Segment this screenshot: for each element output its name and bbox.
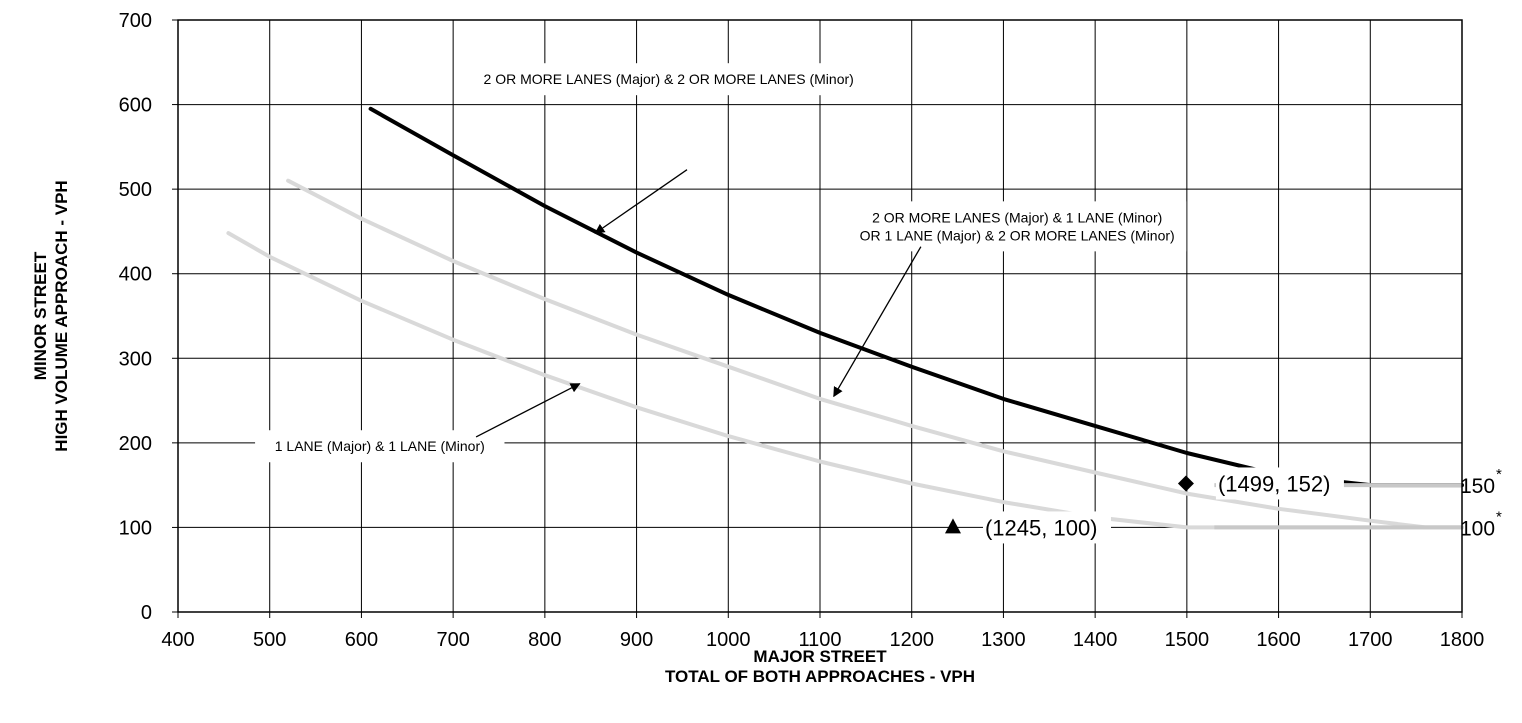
data-point-triangle: [944, 518, 961, 534]
x-tick-label: 1800: [1440, 629, 1485, 651]
y-tick-label: 0: [141, 602, 152, 624]
data-point-label: (1245, 100): [985, 515, 1098, 540]
tick-group: 400 500 600 700 800 900 1000 1100 1200 1300 1400 15…: [119, 10, 1485, 651]
x-tick-label: 400: [161, 629, 194, 651]
annotation-text: 1 LANE (Major) & 1 LANE (Minor): [275, 438, 485, 454]
data-point-label: (1499, 152): [1218, 471, 1331, 496]
threshold-label: 100: [1460, 517, 1495, 540]
x-tick-label: 1100: [798, 629, 841, 651]
y-axis-title-line-2: HIGH VOLUME APPROACH - VPH: [52, 180, 71, 451]
annotation-arrow: [475, 383, 581, 438]
annotation-text: 2 OR MORE LANES (Major) & 2 OR MORE LANE…: [484, 71, 854, 87]
threshold-asterisk: *: [1496, 508, 1502, 525]
threshold-label: 150: [1460, 475, 1495, 498]
data-point-label-box: [1215, 467, 1344, 500]
x-tick-label: 700: [436, 629, 469, 651]
y-tick-label: 600: [119, 95, 152, 117]
x-tick-label: 600: [345, 629, 378, 651]
x-tick-label: 800: [528, 629, 561, 651]
x-tick-label: 1600: [1256, 629, 1301, 651]
annotation-text: OR 1 LANE (Major) & 2 OR MORE LANES (Min…: [860, 227, 1175, 243]
annotation-group: 2 OR MORE LANES (Major) & 2 OR MORE LANE…: [255, 63, 1187, 463]
x-axis-title-line-2: TOTAL OF BOTH APPROACHES - VPH: [665, 667, 975, 686]
x-axis-title-line-1: MAJOR STREET: [753, 647, 887, 666]
x-tick-label: 1400: [1073, 629, 1118, 651]
x-tick-label: 1700: [1348, 629, 1393, 651]
annotation-arrow: [594, 169, 688, 234]
y-tick-label: 400: [119, 264, 152, 286]
data-point-label-box: [982, 511, 1111, 544]
x-tick-label: 1300: [981, 629, 1026, 651]
x-tick-label: 500: [253, 629, 286, 651]
x-tick-label: 1500: [1165, 629, 1210, 651]
grid: [178, 20, 1462, 612]
annotation-box: [848, 201, 1187, 252]
y-tick-label: 700: [119, 10, 152, 32]
y-tick-label: 200: [119, 433, 152, 455]
y-tick-label: 300: [119, 348, 152, 370]
x-tick-label: 1200: [889, 629, 934, 651]
x-tick-label: 900: [620, 629, 653, 651]
x-tick-label: 1000: [706, 629, 751, 651]
annotation-box: [477, 63, 860, 96]
annotation-arrow: [833, 246, 922, 398]
series-line-2: [286, 178, 1464, 530]
data-point-diamond: [1177, 475, 1194, 492]
y-axis-title-line-1: MINOR STREET: [31, 251, 50, 380]
annotation-box: [255, 430, 505, 463]
y-tick-label: 100: [119, 517, 152, 539]
threshold-asterisk: *: [1496, 466, 1502, 483]
point-group: (1499, 152) (1245, 100): [944, 467, 1344, 544]
y-tick-label: 500: [119, 179, 152, 201]
annotation-text: 2 OR MORE LANES (Major) & 1 LANE (Minor): [872, 209, 1162, 225]
